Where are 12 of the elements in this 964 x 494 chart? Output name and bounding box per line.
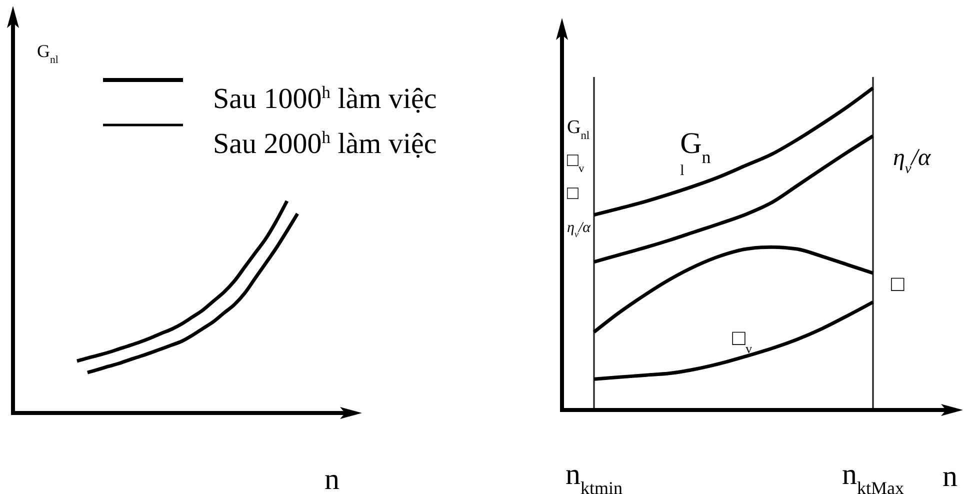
series-label: □$_{v}$ (732, 325, 752, 356)
legend-label: Sau 2000$^{h}$ làm việc (213, 127, 437, 160)
legend-label: Sau 1000$^{h}$ làm việc (213, 82, 437, 115)
series-label: η$_{v}$/α (893, 144, 931, 177)
x-tick-label: n$_{ktMax}$ (842, 458, 904, 494)
series-label: □ (891, 271, 905, 296)
y-axis-title: G$_{nl}$ □$_{v}$ □ η$_{v}$/α (567, 117, 592, 239)
x-tick-label: n$_{ktmin}$ (565, 458, 623, 494)
x-axis-title: n (324, 463, 340, 494)
series-label: G$_{n}$ l (680, 126, 711, 179)
x-axis-title: n (942, 460, 958, 493)
y-axis-title: G$_{nl}$ (37, 41, 58, 66)
